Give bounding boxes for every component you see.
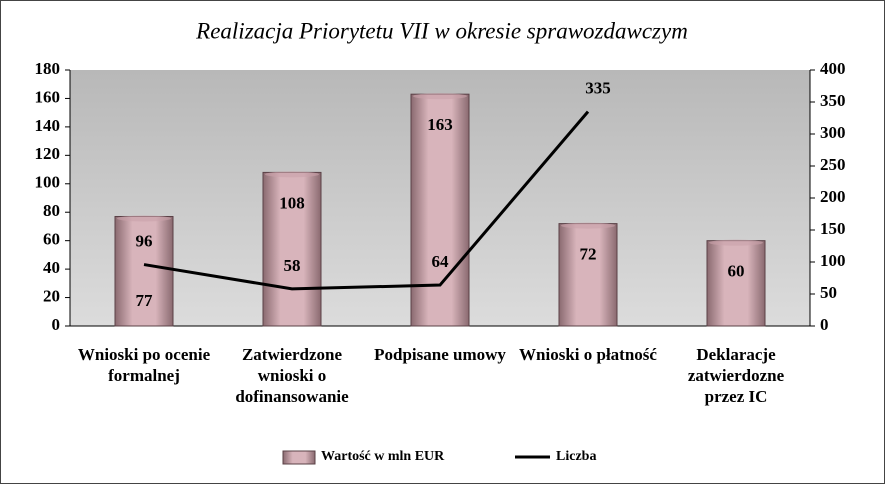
y-tick-label: 40: [43, 258, 60, 277]
line: [143, 110, 590, 291]
bar: [706, 240, 766, 327]
x-tick-label: Wnioski o płatność: [519, 345, 657, 364]
bar-top: [265, 171, 319, 178]
x-tick-label-box: Wnioski o płatność: [519, 345, 657, 364]
y2-tick-label: 50: [820, 283, 837, 302]
legend-label: Liczba: [556, 449, 596, 464]
x-tick-label: Podpisane umowy: [374, 345, 506, 364]
bar: [262, 171, 322, 327]
y2-tick-label: 300: [820, 123, 846, 142]
legend-label: Wartość w mln EUR: [321, 449, 445, 464]
y-tick-label: 100: [35, 173, 61, 192]
bar: [410, 93, 470, 327]
line-label: 64: [432, 252, 450, 271]
y2-tick-label: 100: [820, 251, 846, 270]
bar-label: 72: [580, 245, 597, 264]
x-tick-label: Deklaracje zatwierdozne przez IC: [687, 345, 785, 406]
y2-tick-label: 150: [820, 219, 846, 238]
y-tick-label: 120: [35, 144, 61, 163]
y-tick-label: 60: [43, 230, 60, 249]
line-label: 58: [284, 256, 301, 275]
bar-label: 77: [136, 291, 154, 310]
bar-top: [561, 222, 615, 229]
y2-tick-label: 400: [820, 59, 846, 78]
y-tick-label: 180: [35, 59, 61, 78]
bar-label: 108: [279, 193, 305, 212]
bar-top: [413, 93, 467, 100]
x-tick-label: Zatwierdzone wnioski o dofinansowanie: [235, 345, 349, 406]
bar-label: 163: [427, 115, 453, 134]
bar: [558, 223, 618, 327]
y2-tick-label: 0: [820, 315, 829, 334]
y-tick-label: 0: [52, 315, 61, 334]
bar-label: 60: [728, 262, 745, 281]
y-tick-label: 140: [35, 116, 61, 135]
x-tick-label: Wnioski po ocenie formalnej: [77, 345, 211, 385]
line-label: 335: [585, 79, 611, 98]
y-tick-label: 160: [35, 87, 61, 106]
legend-swatch: [282, 450, 316, 465]
x-tick-label-box: Podpisane umowy: [374, 345, 506, 364]
y2-tick-label: 200: [820, 187, 846, 206]
y-tick-label: 80: [43, 201, 60, 220]
bar-top: [117, 215, 171, 222]
y2-tick-label: 350: [820, 91, 846, 110]
bar: [114, 215, 174, 327]
y-tick-label: 20: [43, 286, 60, 305]
chart-title: Realizacja Priorytetu VII w okresie spra…: [195, 18, 688, 43]
y2-tick-label: 250: [820, 155, 846, 174]
x-tick-label-box: Deklaracje zatwierdozne przez IC: [687, 345, 785, 406]
bar-top: [709, 239, 763, 246]
x-tick-label-box: Wnioski po ocenie formalnej: [77, 345, 211, 385]
x-tick-label-box: Zatwierdzone wnioski o dofinansowanie: [235, 345, 349, 406]
line-label: 96: [136, 231, 153, 250]
